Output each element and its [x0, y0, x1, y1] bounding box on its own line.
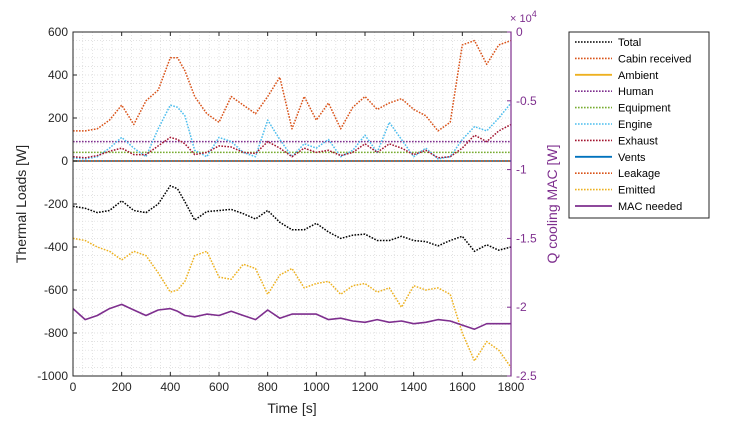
legend-label: Engine [618, 119, 652, 131]
y-left-tick-label: -800 [44, 326, 68, 340]
x-axis-label: Time [s] [267, 400, 316, 416]
x-tick-label: 1000 [303, 380, 330, 394]
x-tick-label: 400 [160, 380, 180, 394]
legend-items: Total Cabin received Ambient Human Equipment… [575, 37, 691, 213]
y-right-tick-label: -2 [516, 300, 527, 314]
y-left-tick-label: 200 [48, 111, 68, 125]
y-left-tick-label: 600 [48, 25, 68, 39]
right-axis-exponent: × 104 [510, 9, 537, 25]
series-line-exhaust [72, 123, 512, 159]
series-line-total [72, 184, 512, 253]
legend-label: Total [618, 37, 641, 49]
x-tick-label: 1600 [449, 380, 476, 394]
legend-label: Exhaust [618, 135, 658, 147]
legend-label: Cabin received [618, 53, 691, 65]
series-line-mac-needed [72, 303, 511, 331]
y-axis-right-label: Q cooling MAC [W] [544, 144, 560, 263]
legend-label: Ambient [618, 70, 658, 82]
x-tick-label: 200 [112, 380, 132, 394]
legend: Total Cabin received Ambient Human Equipment… [568, 31, 710, 219]
legend-label: Equipment [618, 103, 671, 115]
x-tick-label: 800 [258, 380, 278, 394]
y-left-tick-label: -400 [44, 240, 68, 254]
y-left-tick-label: 0 [61, 154, 68, 168]
legend-box [568, 31, 710, 219]
y-left-tick-label: -1000 [37, 369, 68, 383]
series-line-cabin-received [73, 39, 512, 132]
y-right-tick-label: -1.5 [516, 231, 537, 245]
y-axis-left-label: Thermal Loads [W] [13, 145, 29, 263]
legend-label: Leakage [618, 168, 660, 180]
series-line-emitted [72, 237, 512, 368]
right-axis-exponent-base: × 10 [510, 13, 532, 25]
axes: 0 200 400 600 800 1000 1200 1400 1600 1800 600 400 2… [37, 25, 537, 394]
y-left-tick-label: 400 [48, 68, 68, 82]
y-right-tick-label: -2.5 [516, 369, 537, 383]
x-tick-label: 0 [70, 380, 77, 394]
legend-label: Human [618, 86, 653, 98]
y-left-tick-label: -600 [44, 283, 68, 297]
y-right-tick-label: -1 [516, 163, 527, 177]
legend-label: MAC needed [618, 201, 682, 213]
x-tick-label: 600 [209, 380, 229, 394]
y-left-tick-label: -200 [44, 197, 68, 211]
grid [72, 31, 512, 377]
y-right-tick-label: -0.5 [516, 94, 537, 108]
x-tick-label: 1400 [400, 380, 427, 394]
legend-label: Emitted [618, 185, 655, 197]
right-axis-exponent-power: 4 [532, 9, 537, 19]
x-tick-label: 1800 [498, 380, 525, 394]
series-layer [72, 39, 512, 368]
x-tick-label: 1200 [352, 380, 379, 394]
legend-label: Vents [618, 152, 646, 164]
y-right-tick-label: 0 [516, 25, 523, 39]
